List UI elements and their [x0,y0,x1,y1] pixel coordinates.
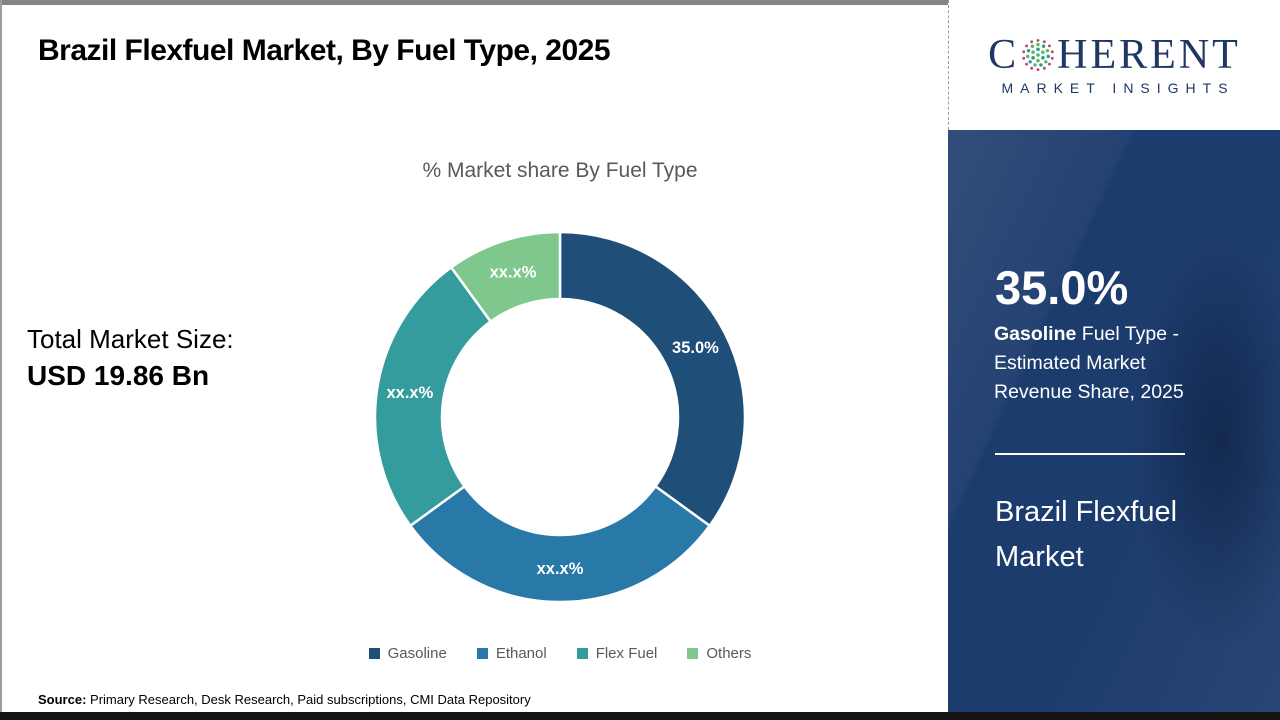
highlight-stat-description: Gasoline Fuel Type - Estimated Market Re… [994,320,1219,407]
donut-slice-label: xx.x% [490,263,537,281]
donut-slice-label: 35.0% [672,339,719,357]
legend-item-others: Others [687,645,751,662]
total-market-size: Total Market Size: USD 19.86 Bn [27,324,234,392]
legend-swatch-icon [576,648,588,659]
chart-legend: Gasoline Ethanol Flex Fuel Others [300,645,820,662]
source-text: Primary Research, Desk Research, Paid su… [86,692,531,707]
legend-swatch-icon [368,648,380,659]
legend-item-ethanol: Ethanol [476,645,547,662]
chart-title: % Market share By Fuel Type [422,159,698,182]
donut-slice-flex-fuel [375,265,493,528]
highlight-stat-value: 35.0% [995,261,1129,314]
legend-label: Flex Fuel [595,645,658,662]
highlight-panel: 35.0% Gasoline Fuel Type - Estimated Mar… [948,130,1280,720]
bottom-border-bar [0,712,1280,720]
donut-slice-ethanol [408,484,712,602]
donut-slice-label: xx.x% [537,560,584,578]
highlight-stat-segment: Gasoline [994,323,1077,345]
page-title: Brazil Flexfuel Market, By Fuel Type, 20… [38,34,611,67]
total-market-size-label: Total Market Size: [27,324,234,354]
legend-label: Gasoline [387,645,447,662]
donut-slice-label: xx.x% [386,384,433,402]
legend-item-flex-fuel: Flex Fuel [576,645,658,662]
donut-slice-gasoline [558,232,745,528]
donut-chart: 35.0% xx.x% xx.x% xx.x% [375,232,745,602]
top-border-bar [0,0,948,5]
left-border-line [0,0,2,714]
logo-globe-icon [1022,38,1054,72]
side-panel: C HERENT MARKET INSIGHTS 35.0% Gasoline … [948,0,1280,720]
highlight-stat-rest: Fuel Type - Estimated Market Revenue Sha… [994,323,1184,403]
source-label: Source: [38,692,87,707]
brand-logo-subtitle: MARKET INSIGHTS [1001,80,1235,96]
legend-swatch-icon [687,648,699,659]
legend-swatch-icon [476,648,488,659]
legend-label: Ethanol [495,645,547,662]
brand-logo-wordmark: C HERENT [988,34,1241,76]
donut-slice-others [449,232,562,324]
panel-divider-line [995,453,1185,455]
source-line: Source: Primary Research, Desk Research,… [38,692,531,707]
logo-wordmark-rest: HERENT [1057,32,1241,78]
panel-market-name: Brazil Flexfuel Market [995,496,1178,573]
brand-logo: C HERENT MARKET INSIGHTS [948,0,1280,130]
logo-letter-c: C [988,32,1020,78]
total-market-size-value: USD 19.86 Bn [27,360,210,391]
legend-label: Others [706,645,752,662]
legend-item-gasoline: Gasoline [368,645,447,662]
